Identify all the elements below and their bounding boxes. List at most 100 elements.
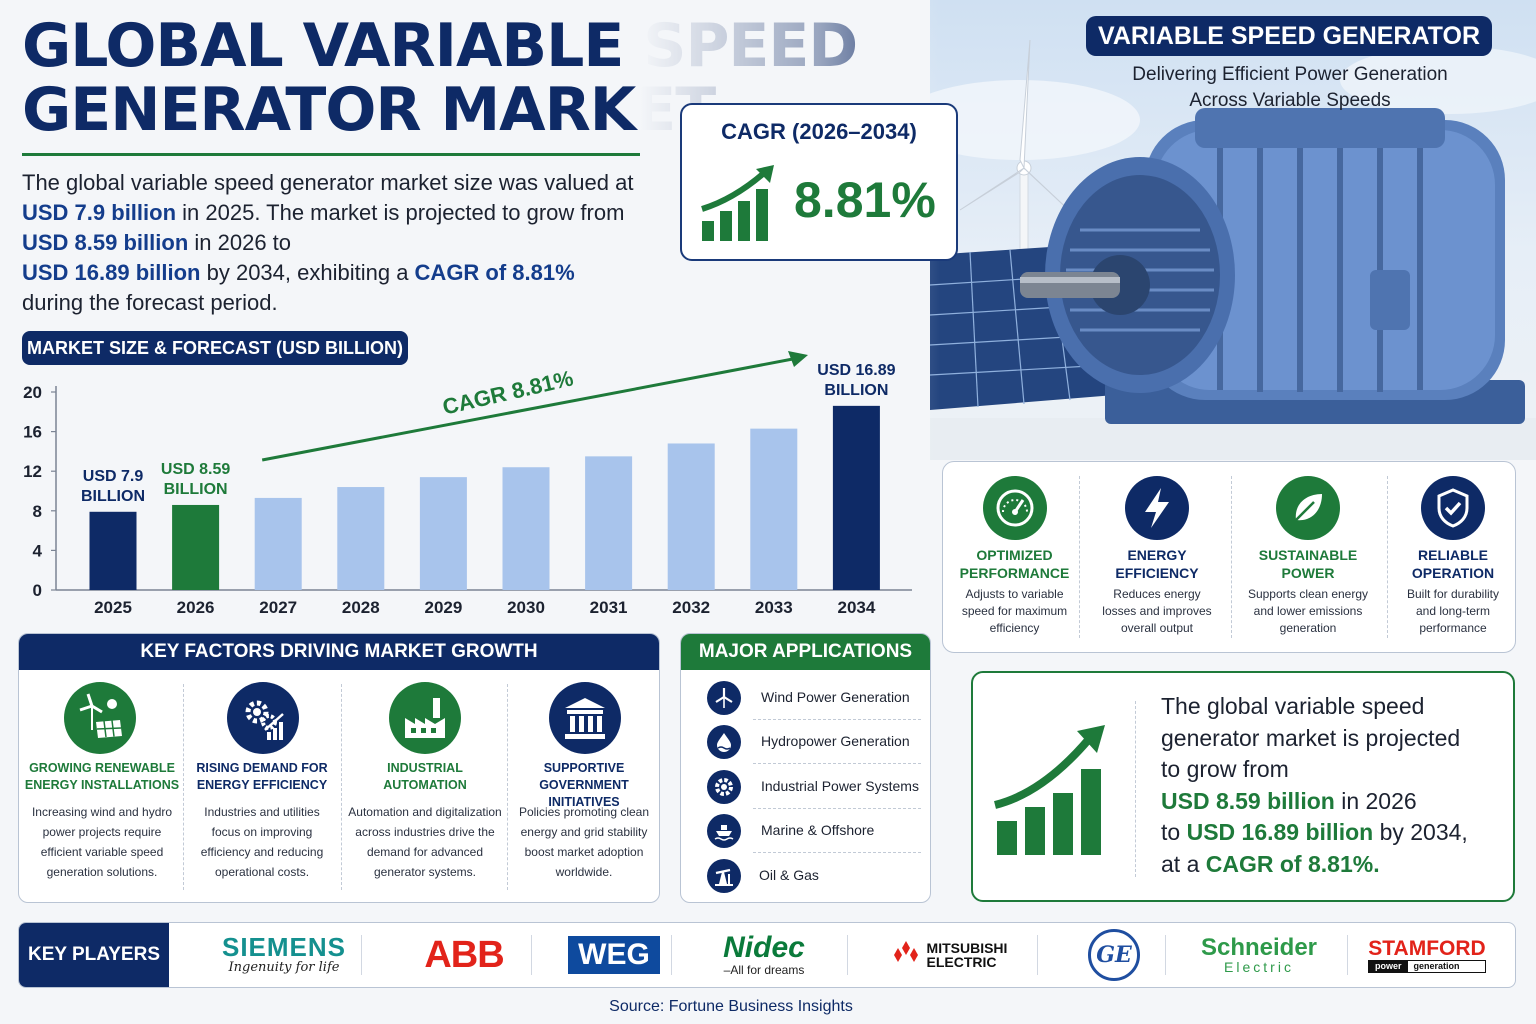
feature-desc: Adjusts to variable speed for maximum effi…: [961, 587, 1068, 635]
summary-value-2034: USD 16.89 billion: [22, 260, 201, 285]
summary-text: in 2025. The market is projected to grow…: [176, 200, 625, 225]
lightning-icon: [1125, 476, 1189, 540]
applications-heading: MAJOR APPLICATIONS: [681, 634, 930, 670]
factor-desc: Automation and digitalization across indu…: [348, 805, 502, 879]
factor-title: INDUSTRIAL AUTOMATION: [383, 761, 467, 792]
x-tick-label: 2033: [755, 598, 793, 617]
bar-2031: [585, 456, 633, 590]
summary-text: The global variable speed generator mark…: [22, 170, 634, 195]
projection-card: The global variable speed generator mark…: [971, 671, 1515, 902]
application-item: Oil & Gas: [703, 854, 917, 898]
divider: [531, 935, 532, 975]
generator-illustration: [930, 39, 1536, 460]
factor-desc: Policies promoting clean energy and grid …: [518, 805, 650, 879]
oil-pump-icon: [707, 859, 741, 893]
projection-line: USD 8.59 billion in 2026: [1161, 787, 1417, 814]
summary-text: during the forecast period.: [22, 290, 278, 315]
projection-value-2034: USD 16.89 billion: [1186, 819, 1374, 845]
application-label: Oil & Gas: [759, 867, 819, 883]
x-tick-label: 2032: [672, 598, 710, 617]
feature-desc: Reduces energy losses and improves overall…: [1102, 587, 1212, 635]
divider: [1037, 935, 1038, 975]
bar-2027: [254, 497, 302, 590]
bar-2026: [172, 504, 220, 590]
mitsubishi-diamonds-icon: [893, 941, 918, 962]
growth-chart-icon: [701, 165, 774, 241]
bar-2025: [89, 511, 137, 590]
bar-2030: [502, 467, 550, 590]
data-label: USD 16.89: [817, 362, 895, 379]
cagr-value: 8.81%: [794, 172, 936, 228]
feature-title: SUSTAINABLE POWER: [1258, 547, 1358, 581]
ge-logo: GE: [1049, 923, 1179, 987]
stamford-logo: STAMFORD power generation: [1368, 936, 1486, 973]
gear-icon: [707, 770, 741, 804]
application-item: Marine & Offshore: [703, 809, 921, 853]
feature-energy-efficiency: ENERGY EFFICIENCY Reduces energy losses an…: [1083, 462, 1231, 654]
divider: [753, 719, 921, 720]
divider: [753, 763, 921, 764]
title-line-1: GLOBAL VARIABLE SPEED: [22, 11, 858, 81]
data-label: BILLION: [81, 488, 145, 505]
application-label: Industrial Power Systems: [761, 778, 919, 794]
product-banner: VARIABLE SPEED GENERATOR: [1086, 16, 1492, 56]
data-label: USD 8.59: [161, 461, 230, 478]
divider: [847, 935, 848, 975]
factor-desc: Industries and utilities focus on improvi…: [200, 805, 324, 879]
title-line-2: GENERATOR MARKET: [22, 75, 716, 145]
divider: [1079, 476, 1080, 638]
source-citation: Source: Fortune Business Insights: [609, 998, 853, 1015]
chart-title: MARKET SIZE & FORECAST (USD BILLION): [22, 331, 408, 365]
chart-bars: [89, 405, 880, 590]
factor-energy-efficiency: RISING DEMAND FOR ENERGY EFFICIENCY Indus…: [185, 670, 339, 902]
divider: [1231, 476, 1232, 638]
trend-label: CAGR 8.81%: [440, 365, 575, 419]
trend-arrow-head: [788, 351, 808, 367]
feature-desc: Supports clean energy and lower emissions…: [1247, 587, 1369, 635]
application-label: Wind Power Generation: [761, 689, 910, 705]
y-tick-label: 16: [23, 423, 42, 442]
leaf-icon: [1276, 476, 1340, 540]
summary-value-2026: USD 8.59 billion: [22, 230, 189, 255]
feature-title: OPTIMIZED PERFORMANCE: [959, 547, 1070, 581]
divider: [1165, 935, 1166, 975]
page-title: GLOBAL VARIABLE SPEED GENERATOR MARKET: [22, 11, 858, 145]
bar-2033: [750, 428, 798, 590]
abb-logo: ABB: [424, 934, 504, 976]
factory-icon: [389, 682, 461, 754]
wind-turbine-icon: [707, 681, 741, 715]
divider: [183, 684, 184, 890]
projection-line: The global variable speed: [1161, 693, 1425, 719]
feature-title: ENERGY EFFICIENCY: [1115, 547, 1199, 581]
factor-title: RISING DEMAND FOR ENERGY EFFICIENCY: [196, 761, 328, 792]
divider: [1347, 935, 1348, 975]
application-item: Industrial Power Systems: [703, 765, 921, 809]
y-tick-label: 12: [23, 462, 42, 481]
cagr-card: CAGR (2026–2034) 8.81%: [680, 103, 958, 261]
product-subtitle: Delivering Efficient Power Generation Ac…: [1100, 62, 1480, 114]
feature-title: RELIABLE OPERATION: [1411, 547, 1495, 581]
bar-2029: [419, 477, 467, 590]
divider: [1387, 476, 1388, 638]
divider: [671, 935, 672, 975]
x-tick-label: 2028: [342, 598, 380, 617]
divider: [341, 684, 342, 890]
projection-value-2026: USD 8.59 billion: [1161, 787, 1335, 814]
divider: [753, 852, 921, 853]
bar-2028: [337, 487, 385, 590]
title-underline: [22, 153, 642, 156]
projection-line: generator market is projected: [1161, 724, 1461, 751]
projection-cagr: CAGR of 8.81%.: [1205, 850, 1380, 877]
summary-text: by 2034, exhibiting a: [200, 260, 415, 285]
feature-sustainable-power: SUSTAINABLE POWER Supports clean energy an…: [1233, 462, 1383, 654]
market-size-bar-chart: 0 4 8 12 16 20 2025 2026 2027 2028 2029 2030 2031 20…: [23, 351, 912, 617]
weg-logo: WEG: [539, 923, 689, 987]
summary-cagr: CAGR of 8.81%: [414, 260, 575, 285]
government-building-icon: [549, 682, 621, 754]
cagr-label: CAGR (2026–2034): [721, 119, 917, 144]
product-subtitle-line-2: Across Variable Speeds: [1189, 90, 1391, 111]
generator-illustration-body: [1020, 108, 1525, 424]
schneider-electric-logo: Schneider Electric: [1200, 934, 1318, 975]
y-tick-label: 4: [33, 541, 43, 560]
application-label: Marine & Offshore: [761, 822, 875, 838]
